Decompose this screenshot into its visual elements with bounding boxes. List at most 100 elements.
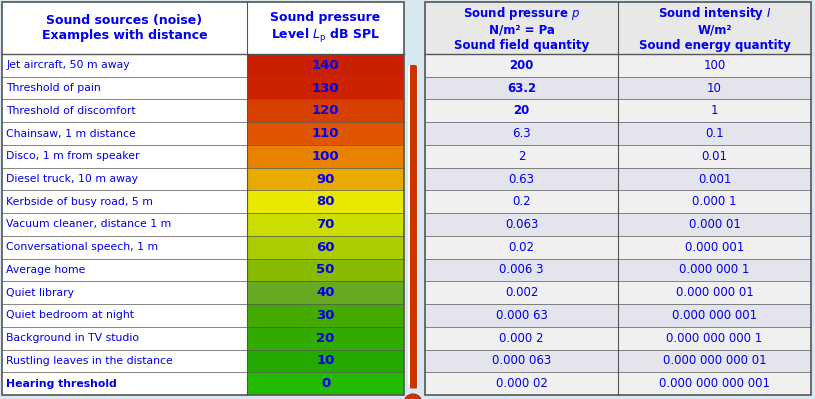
Bar [618, 350, 811, 372]
Text: 10: 10 [707, 82, 722, 95]
Text: 0.000 000 000 01: 0.000 000 000 01 [663, 354, 766, 367]
Text: Sound sources (noise)
Examples with distance: Sound sources (noise) Examples with dist… [42, 14, 207, 42]
Bar [2, 213, 247, 236]
Text: 200: 200 [509, 59, 534, 72]
Bar [425, 2, 811, 395]
Bar [618, 77, 811, 99]
Text: 130: 130 [311, 82, 339, 95]
Bar [247, 99, 404, 122]
Bar [2, 99, 247, 122]
Text: Vacuum cleaner, distance 1 m: Vacuum cleaner, distance 1 m [6, 219, 171, 229]
Text: 20: 20 [316, 332, 335, 345]
Bar [247, 54, 404, 77]
Bar [247, 122, 404, 145]
Bar [618, 168, 811, 190]
Bar [425, 213, 618, 236]
Text: 0.000 000 000 001: 0.000 000 000 001 [659, 377, 770, 390]
Bar [2, 145, 247, 168]
Bar [2, 304, 247, 327]
Text: 2: 2 [518, 150, 525, 163]
Bar [247, 236, 404, 259]
Text: Sound intensity $I$
W/m²
Sound energy quantity: Sound intensity $I$ W/m² Sound energy qu… [639, 4, 791, 51]
Bar [2, 122, 247, 145]
Text: Background in TV studio: Background in TV studio [6, 333, 139, 343]
Bar [425, 122, 618, 145]
Text: 0.006 3: 0.006 3 [500, 263, 544, 277]
Text: 10: 10 [316, 354, 335, 367]
Bar [247, 304, 404, 327]
Text: Rustling leaves in the distance: Rustling leaves in the distance [6, 356, 173, 366]
Text: 0.063: 0.063 [504, 218, 538, 231]
Text: Sound pressure
Level $L_\mathrm{p}$ dB SPL: Sound pressure Level $L_\mathrm{p}$ dB S… [271, 11, 381, 45]
Text: 0.002: 0.002 [504, 286, 538, 299]
Bar [425, 99, 618, 122]
Bar [2, 259, 247, 281]
Text: 50: 50 [316, 263, 335, 277]
Text: 90: 90 [316, 172, 335, 186]
Text: Jet aircraft, 50 m away: Jet aircraft, 50 m away [6, 60, 130, 70]
Circle shape [405, 395, 421, 399]
Bar [618, 99, 811, 122]
Text: 0: 0 [321, 377, 330, 390]
Bar [247, 259, 404, 281]
Bar [247, 372, 404, 395]
Bar [618, 145, 811, 168]
Bar [247, 168, 404, 190]
Bar [618, 372, 811, 395]
Bar [2, 2, 247, 54]
Text: 20: 20 [513, 104, 530, 117]
Text: 0.000 000 01: 0.000 000 01 [676, 286, 753, 299]
Text: Kerbside of busy road, 5 m: Kerbside of busy road, 5 m [6, 197, 153, 207]
Bar [425, 54, 618, 77]
Text: Chainsaw, 1 m distance: Chainsaw, 1 m distance [6, 128, 136, 138]
Text: 6.3: 6.3 [512, 127, 531, 140]
Text: 63.2: 63.2 [507, 82, 536, 95]
Bar [247, 77, 404, 99]
Bar [2, 2, 404, 395]
Bar [247, 145, 404, 168]
Bar [247, 213, 404, 236]
Bar [618, 190, 811, 213]
Text: 0.1: 0.1 [705, 127, 724, 140]
Bar [425, 304, 618, 327]
Text: 0.000 000 1: 0.000 000 1 [680, 263, 750, 277]
Bar [425, 350, 618, 372]
Text: 0.000 02: 0.000 02 [496, 377, 548, 390]
Text: Hearing threshold: Hearing threshold [6, 379, 117, 389]
Bar [2, 281, 247, 304]
Text: 40: 40 [316, 286, 335, 299]
Text: 0.2: 0.2 [512, 195, 531, 208]
Text: Diesel truck, 10 m away: Diesel truck, 10 m away [6, 174, 138, 184]
Bar [2, 168, 247, 190]
Text: 0.63: 0.63 [509, 172, 535, 186]
Bar [618, 2, 811, 54]
Bar [247, 327, 404, 350]
Text: 70: 70 [316, 218, 335, 231]
Bar [618, 54, 811, 77]
Text: Quiet bedroom at night: Quiet bedroom at night [6, 310, 134, 320]
Text: 0.000 000 001: 0.000 000 001 [672, 309, 757, 322]
Bar [618, 213, 811, 236]
Bar [425, 168, 618, 190]
Text: 0.01: 0.01 [702, 150, 728, 163]
Text: 0.000 001: 0.000 001 [685, 241, 744, 254]
Bar [618, 281, 811, 304]
Text: 80: 80 [316, 195, 335, 208]
Bar [425, 236, 618, 259]
Text: 0.000 2: 0.000 2 [500, 332, 544, 345]
Text: Disco, 1 m from speaker: Disco, 1 m from speaker [6, 151, 139, 161]
Bar [2, 372, 247, 395]
Bar [247, 190, 404, 213]
Text: Threshold of discomfort: Threshold of discomfort [6, 106, 135, 116]
Bar [247, 350, 404, 372]
Text: Average home: Average home [6, 265, 86, 275]
Bar [425, 281, 618, 304]
Bar [425, 145, 618, 168]
Bar [247, 2, 404, 54]
Text: 0.000 1: 0.000 1 [692, 195, 737, 208]
Text: 0.000 63: 0.000 63 [496, 309, 548, 322]
Bar [2, 236, 247, 259]
Bar [425, 77, 618, 99]
Text: 0.000 01: 0.000 01 [689, 218, 741, 231]
Bar [425, 2, 618, 54]
